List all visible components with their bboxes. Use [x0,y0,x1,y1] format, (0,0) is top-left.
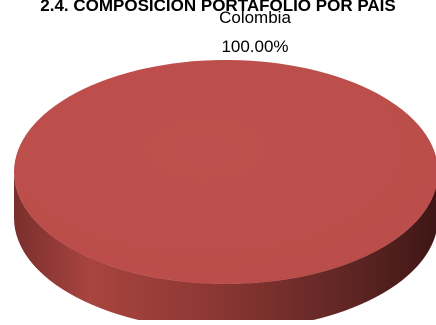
chart-title: 2.4. COMPOSICIÓN PORTAFOLIO POR PAÍS [40,0,396,15]
slice-label-colombia: Colombia [219,8,291,27]
pie-slice-side-colombia [14,172,436,325]
pie-labels: Colombia 100.00% [219,8,291,56]
pie-slices [14,60,436,325]
pie-slice-colombia [14,60,436,284]
slice-value-label-colombia: 100.00% [221,37,288,56]
